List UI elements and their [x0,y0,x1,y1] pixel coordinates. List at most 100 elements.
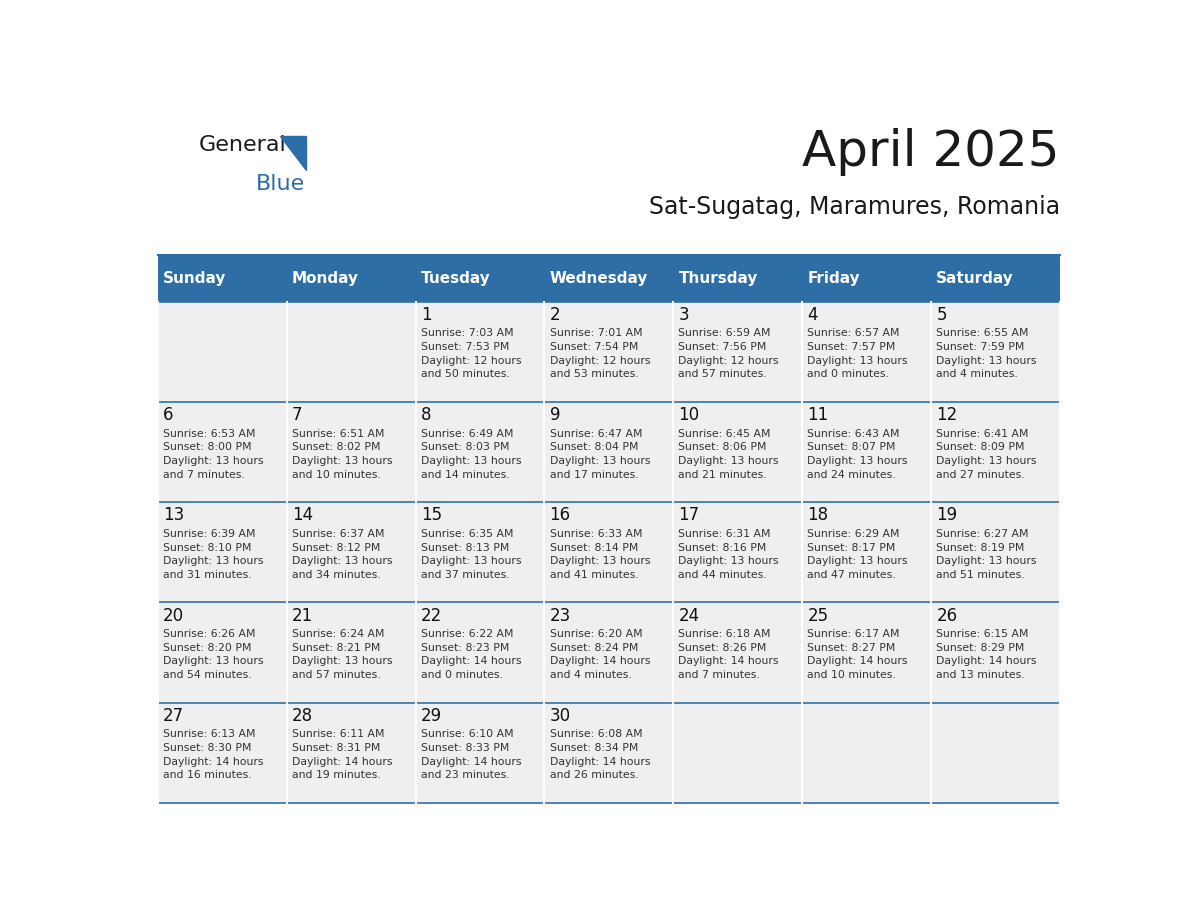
Text: 10: 10 [678,406,700,424]
Polygon shape [280,136,307,170]
Text: 23: 23 [550,607,570,624]
Text: Friday: Friday [808,271,860,285]
Bar [674,602,802,702]
Text: 21: 21 [292,607,312,624]
Text: Sunday: Sunday [163,271,226,285]
Bar [158,255,1060,302]
Text: Sunrise: 6:41 AM
Sunset: 8:09 PM
Daylight: 13 hours
and 27 minutes.: Sunrise: 6:41 AM Sunset: 8:09 PM Dayligh… [936,429,1037,479]
Text: 17: 17 [678,507,700,524]
Text: 18: 18 [808,507,828,524]
Bar [286,302,416,402]
Text: Sunrise: 6:26 AM
Sunset: 8:20 PM
Daylight: 13 hours
and 54 minutes.: Sunrise: 6:26 AM Sunset: 8:20 PM Dayligh… [163,629,264,680]
Bar [802,702,931,803]
Text: 25: 25 [808,607,828,624]
Text: 28: 28 [292,707,312,725]
Bar [674,302,802,402]
Text: Sunrise: 6:29 AM
Sunset: 8:17 PM
Daylight: 13 hours
and 47 minutes.: Sunrise: 6:29 AM Sunset: 8:17 PM Dayligh… [808,529,908,580]
Text: Sunrise: 6:39 AM
Sunset: 8:10 PM
Daylight: 13 hours
and 31 minutes.: Sunrise: 6:39 AM Sunset: 8:10 PM Dayligh… [163,529,264,580]
Text: Sunrise: 6:51 AM
Sunset: 8:02 PM
Daylight: 13 hours
and 10 minutes.: Sunrise: 6:51 AM Sunset: 8:02 PM Dayligh… [292,429,392,479]
Text: 14: 14 [292,507,312,524]
Text: 20: 20 [163,607,184,624]
Text: Blue: Blue [257,174,305,194]
Text: 5: 5 [936,306,947,324]
Text: April 2025: April 2025 [802,128,1060,176]
Bar [931,502,1060,602]
Text: Sunrise: 6:27 AM
Sunset: 8:19 PM
Daylight: 13 hours
and 51 minutes.: Sunrise: 6:27 AM Sunset: 8:19 PM Dayligh… [936,529,1037,580]
Bar [674,502,802,602]
Text: Sunrise: 6:55 AM
Sunset: 7:59 PM
Daylight: 13 hours
and 4 minutes.: Sunrise: 6:55 AM Sunset: 7:59 PM Dayligh… [936,329,1037,379]
Text: 16: 16 [550,507,570,524]
Text: Sunrise: 6:45 AM
Sunset: 8:06 PM
Daylight: 13 hours
and 21 minutes.: Sunrise: 6:45 AM Sunset: 8:06 PM Dayligh… [678,429,779,479]
Text: 1: 1 [421,306,431,324]
Bar [802,602,931,702]
Text: Sunrise: 6:15 AM
Sunset: 8:29 PM
Daylight: 14 hours
and 13 minutes.: Sunrise: 6:15 AM Sunset: 8:29 PM Dayligh… [936,629,1037,680]
Text: Sunrise: 6:10 AM
Sunset: 8:33 PM
Daylight: 14 hours
and 23 minutes.: Sunrise: 6:10 AM Sunset: 8:33 PM Dayligh… [421,730,522,780]
Text: 13: 13 [163,507,184,524]
Text: General: General [200,135,286,155]
Text: 19: 19 [936,507,958,524]
Text: Monday: Monday [292,271,359,285]
Text: 2: 2 [550,306,561,324]
Text: Sunrise: 6:13 AM
Sunset: 8:30 PM
Daylight: 14 hours
and 16 minutes.: Sunrise: 6:13 AM Sunset: 8:30 PM Dayligh… [163,730,264,780]
Bar [802,402,931,502]
Text: Sat-Sugatag, Maramures, Romania: Sat-Sugatag, Maramures, Romania [649,195,1060,219]
Text: Sunrise: 6:49 AM
Sunset: 8:03 PM
Daylight: 13 hours
and 14 minutes.: Sunrise: 6:49 AM Sunset: 8:03 PM Dayligh… [421,429,522,479]
Text: Sunrise: 6:20 AM
Sunset: 8:24 PM
Daylight: 14 hours
and 4 minutes.: Sunrise: 6:20 AM Sunset: 8:24 PM Dayligh… [550,629,650,680]
Text: 24: 24 [678,607,700,624]
Text: Wednesday: Wednesday [550,271,647,285]
Bar [931,602,1060,702]
Bar [674,702,802,803]
Text: 29: 29 [421,707,442,725]
Bar [416,602,544,702]
Text: 6: 6 [163,406,173,424]
Text: Sunrise: 6:37 AM
Sunset: 8:12 PM
Daylight: 13 hours
and 34 minutes.: Sunrise: 6:37 AM Sunset: 8:12 PM Dayligh… [292,529,392,580]
Text: Sunrise: 6:35 AM
Sunset: 8:13 PM
Daylight: 13 hours
and 37 minutes.: Sunrise: 6:35 AM Sunset: 8:13 PM Dayligh… [421,529,522,580]
Text: Sunrise: 6:11 AM
Sunset: 8:31 PM
Daylight: 14 hours
and 19 minutes.: Sunrise: 6:11 AM Sunset: 8:31 PM Dayligh… [292,730,392,780]
Bar [544,502,674,602]
Bar [416,502,544,602]
Bar [158,302,286,402]
Text: Sunrise: 7:03 AM
Sunset: 7:53 PM
Daylight: 12 hours
and 50 minutes.: Sunrise: 7:03 AM Sunset: 7:53 PM Dayligh… [421,329,522,379]
Text: Sunrise: 7:01 AM
Sunset: 7:54 PM
Daylight: 12 hours
and 53 minutes.: Sunrise: 7:01 AM Sunset: 7:54 PM Dayligh… [550,329,650,379]
Text: Sunrise: 6:18 AM
Sunset: 8:26 PM
Daylight: 14 hours
and 7 minutes.: Sunrise: 6:18 AM Sunset: 8:26 PM Dayligh… [678,629,779,680]
Text: Sunrise: 6:33 AM
Sunset: 8:14 PM
Daylight: 13 hours
and 41 minutes.: Sunrise: 6:33 AM Sunset: 8:14 PM Dayligh… [550,529,650,580]
Bar [286,502,416,602]
Bar [158,602,286,702]
Text: Sunrise: 6:08 AM
Sunset: 8:34 PM
Daylight: 14 hours
and 26 minutes.: Sunrise: 6:08 AM Sunset: 8:34 PM Dayligh… [550,730,650,780]
Bar [674,402,802,502]
Text: 4: 4 [808,306,817,324]
Bar [544,402,674,502]
Text: Sunrise: 6:22 AM
Sunset: 8:23 PM
Daylight: 14 hours
and 0 minutes.: Sunrise: 6:22 AM Sunset: 8:23 PM Dayligh… [421,629,522,680]
Text: 11: 11 [808,406,828,424]
Bar [158,402,286,502]
Bar [158,702,286,803]
Bar [544,602,674,702]
Bar [544,702,674,803]
Text: 7: 7 [292,406,302,424]
Bar [416,302,544,402]
Bar [286,402,416,502]
Text: Sunrise: 6:43 AM
Sunset: 8:07 PM
Daylight: 13 hours
and 24 minutes.: Sunrise: 6:43 AM Sunset: 8:07 PM Dayligh… [808,429,908,479]
Text: Saturday: Saturday [936,271,1015,285]
Bar [544,302,674,402]
Text: 9: 9 [550,406,560,424]
Text: Sunrise: 6:47 AM
Sunset: 8:04 PM
Daylight: 13 hours
and 17 minutes.: Sunrise: 6:47 AM Sunset: 8:04 PM Dayligh… [550,429,650,479]
Bar [931,702,1060,803]
Bar [286,602,416,702]
Text: Tuesday: Tuesday [421,271,491,285]
Text: Sunrise: 6:53 AM
Sunset: 8:00 PM
Daylight: 13 hours
and 7 minutes.: Sunrise: 6:53 AM Sunset: 8:00 PM Dayligh… [163,429,264,479]
Text: Sunrise: 6:57 AM
Sunset: 7:57 PM
Daylight: 13 hours
and 0 minutes.: Sunrise: 6:57 AM Sunset: 7:57 PM Dayligh… [808,329,908,379]
Bar [931,302,1060,402]
Text: 12: 12 [936,406,958,424]
Text: 15: 15 [421,507,442,524]
Bar [416,402,544,502]
Text: 22: 22 [421,607,442,624]
Text: 27: 27 [163,707,184,725]
Text: Sunrise: 6:59 AM
Sunset: 7:56 PM
Daylight: 12 hours
and 57 minutes.: Sunrise: 6:59 AM Sunset: 7:56 PM Dayligh… [678,329,779,379]
Text: 3: 3 [678,306,689,324]
Bar [286,702,416,803]
Text: 8: 8 [421,406,431,424]
Text: 30: 30 [550,707,570,725]
Bar [931,402,1060,502]
Text: 26: 26 [936,607,958,624]
